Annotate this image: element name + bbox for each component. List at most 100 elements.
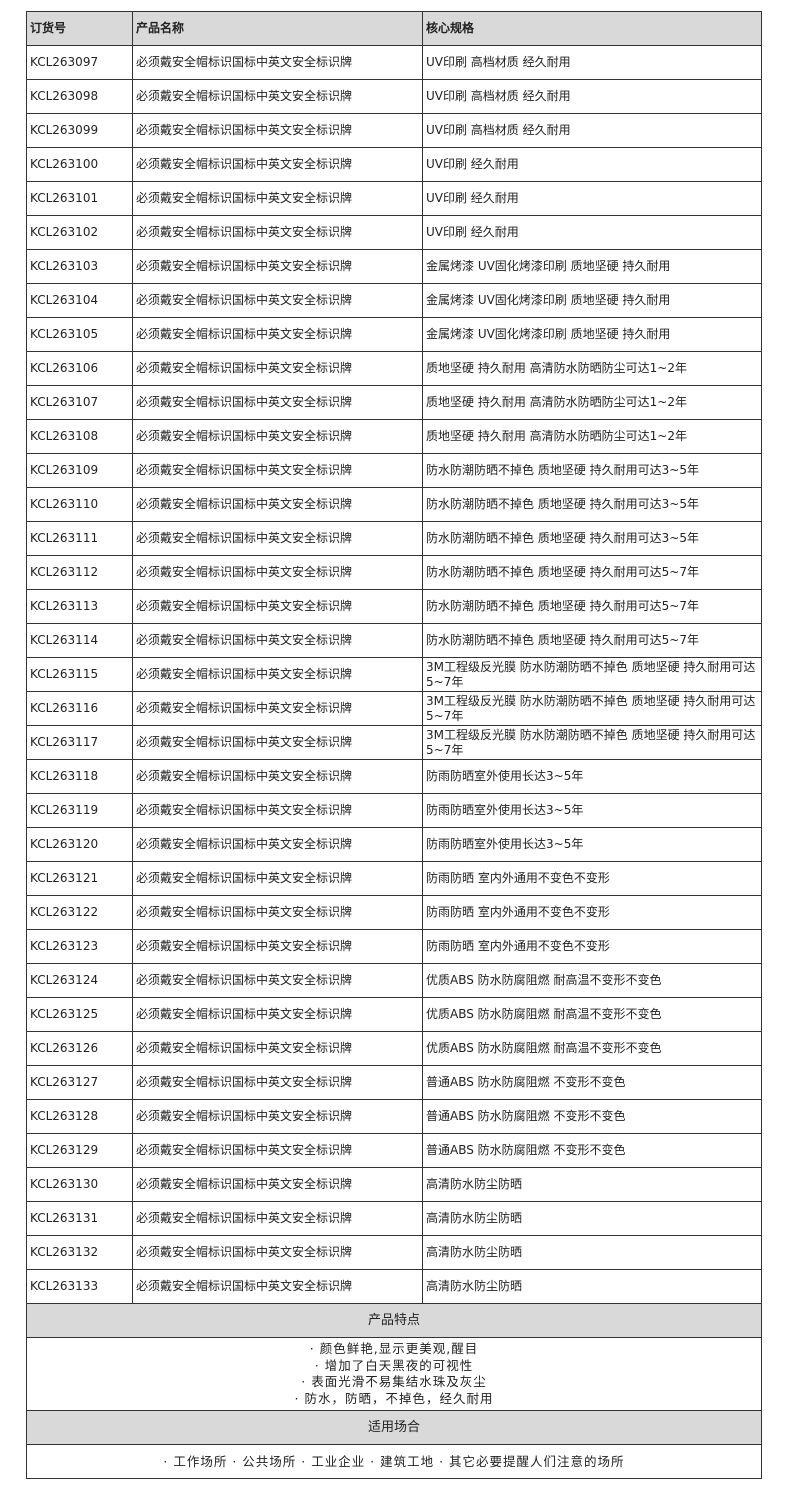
header-product-name: 产品名称 xyxy=(132,11,423,46)
table-row: KCL263117 必须戴安全帽标识国标中英文安全标识牌 3M工程级反光膜 防水防潮… xyxy=(26,725,762,760)
order-number-cell: KCL263126 xyxy=(26,1031,133,1066)
core-spec-cell: 防水防潮防晒不掉色 质地坚硬 持久耐用可达5~7年 xyxy=(422,589,762,624)
usage-title: 适用场合 xyxy=(26,1410,762,1445)
core-spec-cell: 高清防水防尘防晒 xyxy=(422,1201,762,1236)
product-name-cell: 必须戴安全帽标识国标中英文安全标识牌 xyxy=(132,181,423,216)
core-spec-cell: UV印刷 经久耐用 xyxy=(422,181,762,216)
core-spec-cell: UV印刷 高档材质 经久耐用 xyxy=(422,79,762,114)
product-name-cell: 必须戴安全帽标识国标中英文安全标识牌 xyxy=(132,1065,423,1100)
order-number-cell: KCL263124 xyxy=(26,963,133,998)
order-number-cell: KCL263109 xyxy=(26,453,133,488)
order-number-cell: KCL263110 xyxy=(26,487,133,522)
order-number-cell: KCL263119 xyxy=(26,793,133,828)
product-name-cell: 必须戴安全帽标识国标中英文安全标识牌 xyxy=(132,861,423,896)
order-number-cell: KCL263114 xyxy=(26,623,133,658)
features-row: · 颜色鲜艳,显示更美观,醒目 · 增加了白天黑夜的可视性 · 表面光滑不易集结… xyxy=(26,1337,762,1411)
feature-item: · 防水，防晒，不掉色，经久耐用 xyxy=(294,1390,494,1406)
core-spec-cell: 防水防潮防晒不掉色 质地坚硬 持久耐用可达3~5年 xyxy=(422,487,762,522)
product-name-cell: 必须戴安全帽标识国标中英文安全标识牌 xyxy=(132,1235,423,1270)
table-row: KCL263130 必须戴安全帽标识国标中英文安全标识牌 高清防水防尘防晒 xyxy=(26,1167,762,1202)
order-number-cell: KCL263099 xyxy=(26,113,133,148)
usage-row: · 工作场所 · 公共场所 · 工业企业 · 建筑工地 · 其它必要提醒人们注意… xyxy=(26,1444,762,1479)
table-row: KCL263123 必须戴安全帽标识国标中英文安全标识牌 防雨防晒 室内外通用不变色… xyxy=(26,929,762,964)
product-name-cell: 必须戴安全帽标识国标中英文安全标识牌 xyxy=(132,317,423,352)
order-number-cell: KCL263115 xyxy=(26,657,133,692)
table-row: KCL263122 必须戴安全帽标识国标中英文安全标识牌 防雨防晒 室内外通用不变色… xyxy=(26,895,762,930)
table-row: KCL263113 必须戴安全帽标识国标中英文安全标识牌 防水防潮防晒不掉色 质地坚… xyxy=(26,589,762,624)
feature-item: · 颜色鲜艳,显示更美观,醒目 xyxy=(309,1341,479,1356)
core-spec-cell: 防雨防晒 室内外通用不变色不变形 xyxy=(422,929,762,964)
product-name-cell: 必须戴安全帽标识国标中英文安全标识牌 xyxy=(132,759,423,794)
order-number-cell: KCL263118 xyxy=(26,759,133,794)
core-spec-cell: 防雨防晒 室内外通用不变色不变形 xyxy=(422,861,762,896)
table-body: KCL263097 必须戴安全帽标识国标中英文安全标识牌 UV印刷 高档材质 经久耐… xyxy=(26,45,762,1304)
order-number-cell: KCL263104 xyxy=(26,283,133,318)
order-number-cell: KCL263111 xyxy=(26,521,133,556)
order-number-cell: KCL263133 xyxy=(26,1269,133,1304)
core-spec-cell: 高清防水防尘防晒 xyxy=(422,1269,762,1304)
core-spec-cell: 3M工程级反光膜 防水防潮防晒不掉色 质地坚硬 持久耐用可达5~7年 xyxy=(422,657,762,692)
core-spec-cell: 金属烤漆 UV固化烤漆印刷 质地坚硬 持久耐用 xyxy=(422,317,762,352)
order-number-cell: KCL263130 xyxy=(26,1167,133,1202)
core-spec-cell: 普通ABS 防水防腐阻燃 不变形不变色 xyxy=(422,1133,762,1168)
table-row: KCL263132 必须戴安全帽标识国标中英文安全标识牌 高清防水防尘防晒 xyxy=(26,1235,762,1270)
order-number-cell: KCL263121 xyxy=(26,861,133,896)
product-name-cell: 必须戴安全帽标识国标中英文安全标识牌 xyxy=(132,827,423,862)
table-row: KCL263128 必须戴安全帽标识国标中英文安全标识牌 普通ABS 防水防腐阻燃 … xyxy=(26,1099,762,1134)
product-name-cell: 必须戴安全帽标识国标中英文安全标识牌 xyxy=(132,45,423,80)
product-name-cell: 必须戴安全帽标识国标中英文安全标识牌 xyxy=(132,895,423,930)
features-header-row: 产品特点 xyxy=(26,1303,762,1338)
table-row: KCL263126 必须戴安全帽标识国标中英文安全标识牌 优质ABS 防水防腐阻燃 … xyxy=(26,1031,762,1066)
product-name-cell: 必须戴安全帽标识国标中英文安全标识牌 xyxy=(132,997,423,1032)
core-spec-cell: 防雨防晒 室内外通用不变色不变形 xyxy=(422,895,762,930)
core-spec-cell: 防雨防晒室外使用长达3~5年 xyxy=(422,793,762,828)
core-spec-cell: 普通ABS 防水防腐阻燃 不变形不变色 xyxy=(422,1065,762,1100)
table-row: KCL263098 必须戴安全帽标识国标中英文安全标识牌 UV印刷 高档材质 经久耐… xyxy=(26,79,762,114)
product-name-cell: 必须戴安全帽标识国标中英文安全标识牌 xyxy=(132,453,423,488)
order-number-cell: KCL263113 xyxy=(26,589,133,624)
core-spec-cell: 优质ABS 防水防腐阻燃 耐高温不变形不变色 xyxy=(422,963,762,998)
features-title: 产品特点 xyxy=(26,1303,762,1338)
table-row: KCL263125 必须戴安全帽标识国标中英文安全标识牌 优质ABS 防水防腐阻燃 … xyxy=(26,997,762,1032)
order-number-cell: KCL263128 xyxy=(26,1099,133,1134)
table-row: KCL263110 必须戴安全帽标识国标中英文安全标识牌 防水防潮防晒不掉色 质地坚… xyxy=(26,487,762,522)
table-row: KCL263127 必须戴安全帽标识国标中英文安全标识牌 普通ABS 防水防腐阻燃 … xyxy=(26,1065,762,1100)
order-number-cell: KCL263102 xyxy=(26,215,133,250)
table-row: KCL263121 必须戴安全帽标识国标中英文安全标识牌 防雨防晒 室内外通用不变色… xyxy=(26,861,762,896)
core-spec-cell: 防雨防晒室外使用长达3~5年 xyxy=(422,759,762,794)
table-row: KCL263099 必须戴安全帽标识国标中英文安全标识牌 UV印刷 高档材质 经久耐… xyxy=(26,113,762,148)
feature-item: · 增加了白天黑夜的可视性 xyxy=(314,1357,474,1373)
product-name-cell: 必须戴安全帽标识国标中英文安全标识牌 xyxy=(132,419,423,454)
core-spec-cell: 优质ABS 防水防腐阻燃 耐高温不变形不变色 xyxy=(422,997,762,1032)
product-spec-table: 订货号 产品名称 核心规格 KCL263097 必须戴安全帽标识国标中英文安全标识… xyxy=(26,11,762,1479)
product-name-cell: 必须戴安全帽标识国标中英文安全标识牌 xyxy=(132,657,423,692)
core-spec-cell: UV印刷 经久耐用 xyxy=(422,215,762,250)
table-row: KCL263118 必须戴安全帽标识国标中英文安全标识牌 防雨防晒室外使用长达3~5… xyxy=(26,759,762,794)
core-spec-cell: UV印刷 高档材质 经久耐用 xyxy=(422,45,762,80)
product-name-cell: 必须戴安全帽标识国标中英文安全标识牌 xyxy=(132,351,423,386)
product-name-cell: 必须戴安全帽标识国标中英文安全标识牌 xyxy=(132,249,423,284)
order-number-cell: KCL263132 xyxy=(26,1235,133,1270)
table-row: KCL263097 必须戴安全帽标识国标中英文安全标识牌 UV印刷 高档材质 经久耐… xyxy=(26,45,762,80)
product-name-cell: 必须戴安全帽标识国标中英文安全标识牌 xyxy=(132,929,423,964)
product-name-cell: 必须戴安全帽标识国标中英文安全标识牌 xyxy=(132,147,423,182)
core-spec-cell: 高清防水防尘防晒 xyxy=(422,1167,762,1202)
table-row: KCL263112 必须戴安全帽标识国标中英文安全标识牌 防水防潮防晒不掉色 质地坚… xyxy=(26,555,762,590)
usage-header-row: 适用场合 xyxy=(26,1410,762,1445)
order-number-cell: KCL263129 xyxy=(26,1133,133,1168)
core-spec-cell: 防雨防晒室外使用长达3~5年 xyxy=(422,827,762,862)
order-number-cell: KCL263101 xyxy=(26,181,133,216)
core-spec-cell: 3M工程级反光膜 防水防潮防晒不掉色 质地坚硬 持久耐用可达5~7年 xyxy=(422,725,762,760)
table-row: KCL263131 必须戴安全帽标识国标中英文安全标识牌 高清防水防尘防晒 xyxy=(26,1201,762,1236)
table-row: KCL263119 必须戴安全帽标识国标中英文安全标识牌 防雨防晒室外使用长达3~5… xyxy=(26,793,762,828)
core-spec-cell: 普通ABS 防水防腐阻燃 不变形不变色 xyxy=(422,1099,762,1134)
header-core-spec: 核心规格 xyxy=(422,11,762,46)
order-number-cell: KCL263100 xyxy=(26,147,133,182)
product-name-cell: 必须戴安全帽标识国标中英文安全标识牌 xyxy=(132,385,423,420)
product-name-cell: 必须戴安全帽标识国标中英文安全标识牌 xyxy=(132,79,423,114)
core-spec-cell: UV印刷 经久耐用 xyxy=(422,147,762,182)
table-row: KCL263109 必须戴安全帽标识国标中英文安全标识牌 防水防潮防晒不掉色 质地坚… xyxy=(26,453,762,488)
table-row: KCL263102 必须戴安全帽标识国标中英文安全标识牌 UV印刷 经久耐用 xyxy=(26,215,762,250)
product-name-cell: 必须戴安全帽标识国标中英文安全标识牌 xyxy=(132,215,423,250)
product-name-cell: 必须戴安全帽标识国标中英文安全标识牌 xyxy=(132,1099,423,1134)
